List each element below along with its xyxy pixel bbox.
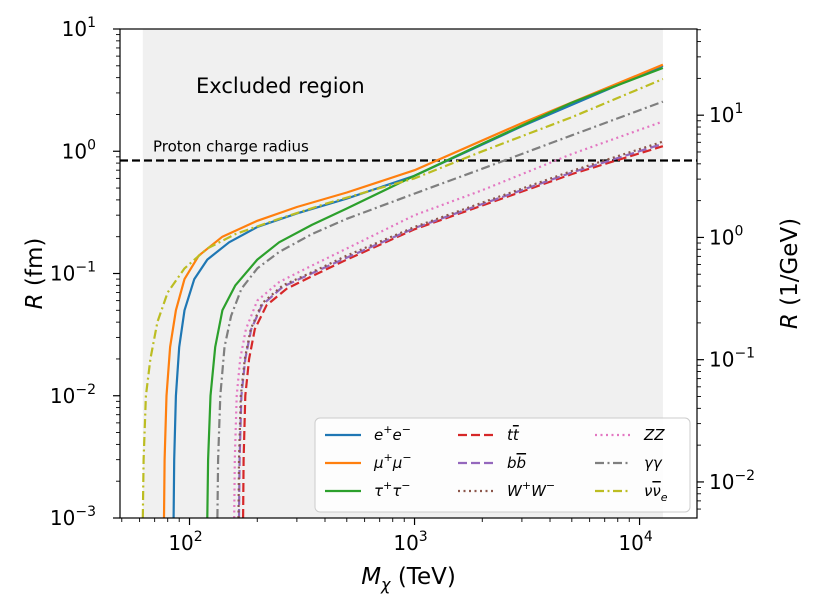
axes-layer: 102 103 104 10−3 10−2 10−1 100 101 10−2 10−1 100 10… <box>22 15 803 594</box>
y2-tick-label-0: 10−2 <box>709 468 755 494</box>
x-tick-label-1: 103 <box>393 529 427 555</box>
y2-tick-label-3: 101 <box>709 101 743 127</box>
y-tick-label-4: 101 <box>62 15 96 41</box>
series-line-8 <box>141 77 664 519</box>
series-layer <box>141 63 664 519</box>
legend-box <box>314 417 691 513</box>
reference-line-layer: Proton charge radius <box>120 138 697 162</box>
series-line-3 <box>242 145 664 519</box>
series-line-5 <box>237 140 664 519</box>
legend-label-2: τ+τ− <box>374 479 411 500</box>
legend-label-1: μ+μ− <box>373 451 412 472</box>
y-tick-label-3: 100 <box>62 137 96 163</box>
series-line-2 <box>206 66 664 519</box>
legend-label-4: bb <box>507 454 526 472</box>
legend-label-8: ννe <box>644 482 668 504</box>
series-line-0 <box>172 64 664 519</box>
x-tick-label-0: 102 <box>168 529 202 555</box>
y-tick-label-0: 10−3 <box>50 504 96 530</box>
y2-axis-title: R (1/GeV) <box>777 218 803 329</box>
series-line-6 <box>233 120 664 519</box>
y2-tick-label-1: 10−1 <box>709 346 755 372</box>
y-axis-title: R (fm) <box>22 238 48 310</box>
x-axis-title: Mχ (TeV) <box>361 564 456 594</box>
legend-label-3: tt <box>507 426 520 444</box>
y-tick-label-2: 10−1 <box>50 260 96 286</box>
y-tick-label-1: 10−2 <box>50 382 96 408</box>
legend-label-7: γγ <box>644 454 663 472</box>
proton-radius-label: Proton charge radius <box>153 138 309 156</box>
excluded-region-label: Excluded region <box>196 74 365 98</box>
y2-tick-label-2: 100 <box>709 223 743 249</box>
x-tick-label-2: 104 <box>618 529 652 555</box>
legend-label-0: e+e− <box>374 423 411 444</box>
series-line-7 <box>216 100 664 519</box>
legend-label-5: W+W− <box>507 479 555 500</box>
legend-label-6: ZZ <box>643 426 665 444</box>
legend: e+e− μ+μ− τ+τ− tt bb W+W− ZZ γγ ννe <box>314 417 691 513</box>
